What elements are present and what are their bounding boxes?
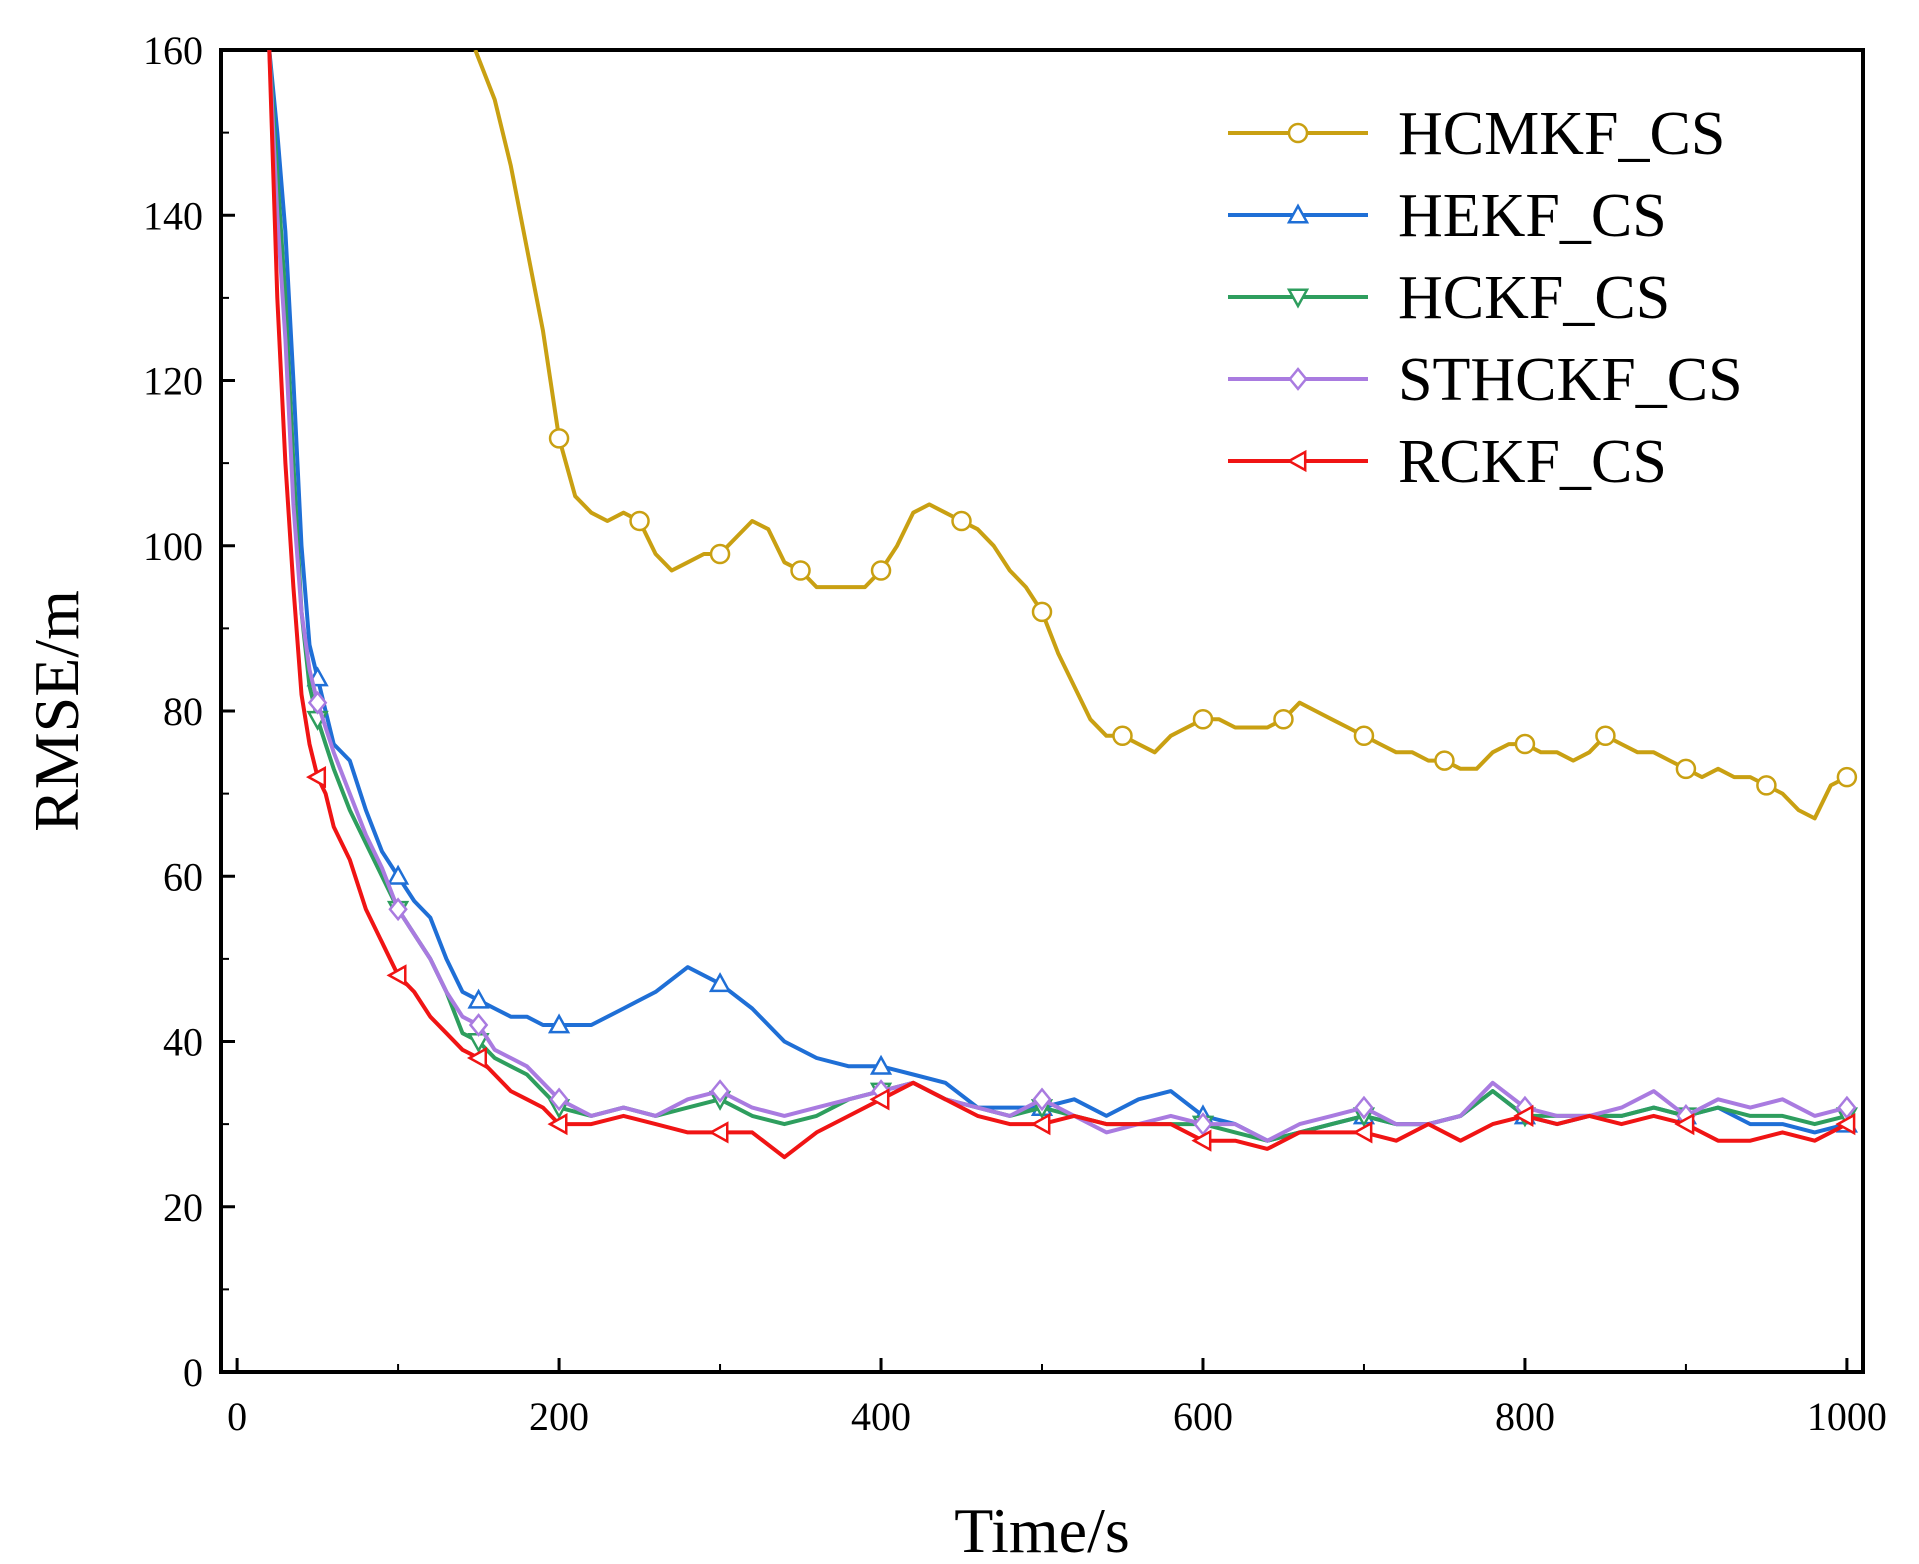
legend-marker <box>1286 449 1307 473</box>
series-line <box>267 50 1848 1143</box>
data-point-marker <box>710 1079 730 1103</box>
y-axis-title: RMSE/m <box>21 590 92 832</box>
x-axis-ticks: 0 200 400 600 800 1000 <box>227 1358 1887 1439</box>
data-point-marker <box>1675 758 1697 780</box>
data-point-marker <box>547 1013 571 1034</box>
legend-label: HCMKF_CS <box>1398 100 1725 168</box>
data-point-marker <box>1031 601 1053 623</box>
data-point-marker <box>467 988 490 1009</box>
data-point-marker <box>708 972 732 993</box>
data-point-marker <box>1353 725 1375 747</box>
data-point-marker <box>951 510 972 532</box>
y-tick-label: 40 <box>163 1020 203 1065</box>
data-point-marker <box>1837 1095 1857 1120</box>
data-point-marker <box>1032 1087 1052 1112</box>
data-point-marker <box>869 1054 893 1075</box>
data-point-marker <box>1836 766 1858 788</box>
series-sthckf-cs <box>267 50 1857 1143</box>
data-point-marker <box>708 1121 729 1144</box>
data-point-marker <box>466 1046 488 1070</box>
x-tick-label: 800 <box>1495 1394 1555 1439</box>
y-tick-label: 160 <box>143 28 203 73</box>
data-point-marker <box>1192 709 1214 730</box>
y-tick-label: 60 <box>163 854 203 899</box>
data-point-marker <box>1835 1113 1856 1136</box>
data-point-marker <box>1112 725 1133 747</box>
legend-label: RCKF_CS <box>1398 428 1667 496</box>
series-rckf-cs <box>267 50 1856 1160</box>
data-point-marker <box>1674 1113 1695 1136</box>
x-tick-label: 0 <box>227 1394 247 1439</box>
data-point-marker <box>709 543 731 565</box>
data-point-marker <box>1595 725 1616 747</box>
data-point-marker <box>386 964 407 987</box>
data-point-marker <box>870 560 892 581</box>
series-hcmkf-cs <box>473 50 1858 821</box>
y-tick-label: 120 <box>143 359 203 404</box>
data-point-marker <box>869 1088 890 1111</box>
data-point-marker <box>629 510 650 532</box>
legend-marker <box>1287 122 1309 144</box>
data-point-marker <box>307 690 328 715</box>
legend: HCMKF_CS HEKF_CS HCKF_CS STHCKF_CS RCKF_CS <box>1228 100 1743 496</box>
x-tick-label: 1000 <box>1807 1394 1887 1439</box>
data-point-marker <box>1273 709 1294 730</box>
data-point-marker <box>468 1013 489 1037</box>
data-point-marker <box>549 1087 569 1112</box>
legend-item: STHCKF_CS <box>1228 346 1743 414</box>
data-point-marker <box>388 897 408 922</box>
data-point-marker <box>1513 1104 1534 1127</box>
legend-item: HCMKF_CS <box>1228 100 1725 168</box>
data-point-marker <box>1352 1121 1373 1144</box>
y-tick-label: 100 <box>143 524 203 569</box>
data-point-marker <box>386 864 410 885</box>
series-layer <box>267 50 1859 1160</box>
data-point-marker <box>1514 733 1536 755</box>
series-line <box>473 50 1848 821</box>
y-tick-label: 140 <box>143 193 203 238</box>
y-tick-label: 20 <box>163 1185 203 1230</box>
data-point-marker <box>1193 1112 1213 1136</box>
x-tick-label: 200 <box>529 1394 589 1439</box>
data-point-marker <box>1030 1113 1051 1136</box>
data-point-marker <box>306 765 327 789</box>
y-axis-ticks: 0 20 40 60 80 100 120 140 160 <box>143 28 235 1395</box>
legend-marker <box>1286 203 1310 224</box>
legend-item: HEKF_CS <box>1228 182 1667 250</box>
data-point-marker <box>1191 1129 1212 1152</box>
x-tick-label: 400 <box>851 1394 911 1439</box>
data-point-marker <box>1434 750 1455 771</box>
legend-label: STHCKF_CS <box>1398 346 1743 414</box>
x-axis-title: Time/s <box>954 1495 1130 1564</box>
legend-item: RCKF_CS <box>1228 428 1667 496</box>
legend-marker <box>1288 367 1308 391</box>
data-point-marker <box>548 428 570 449</box>
legend-item: HCKF_CS <box>1228 264 1670 332</box>
y-tick-label: 0 <box>183 1350 203 1395</box>
series-line <box>267 50 1848 1160</box>
data-point-marker <box>1354 1095 1374 1120</box>
data-point-marker <box>1756 775 1777 796</box>
legend-label: HCKF_CS <box>1398 264 1670 332</box>
data-point-marker <box>547 1113 568 1136</box>
x-tick-label: 600 <box>1173 1394 1233 1439</box>
data-point-marker <box>790 560 811 581</box>
legend-label: HEKF_CS <box>1398 182 1667 250</box>
legend-marker <box>1286 288 1310 309</box>
y-tick-label: 80 <box>163 689 203 734</box>
